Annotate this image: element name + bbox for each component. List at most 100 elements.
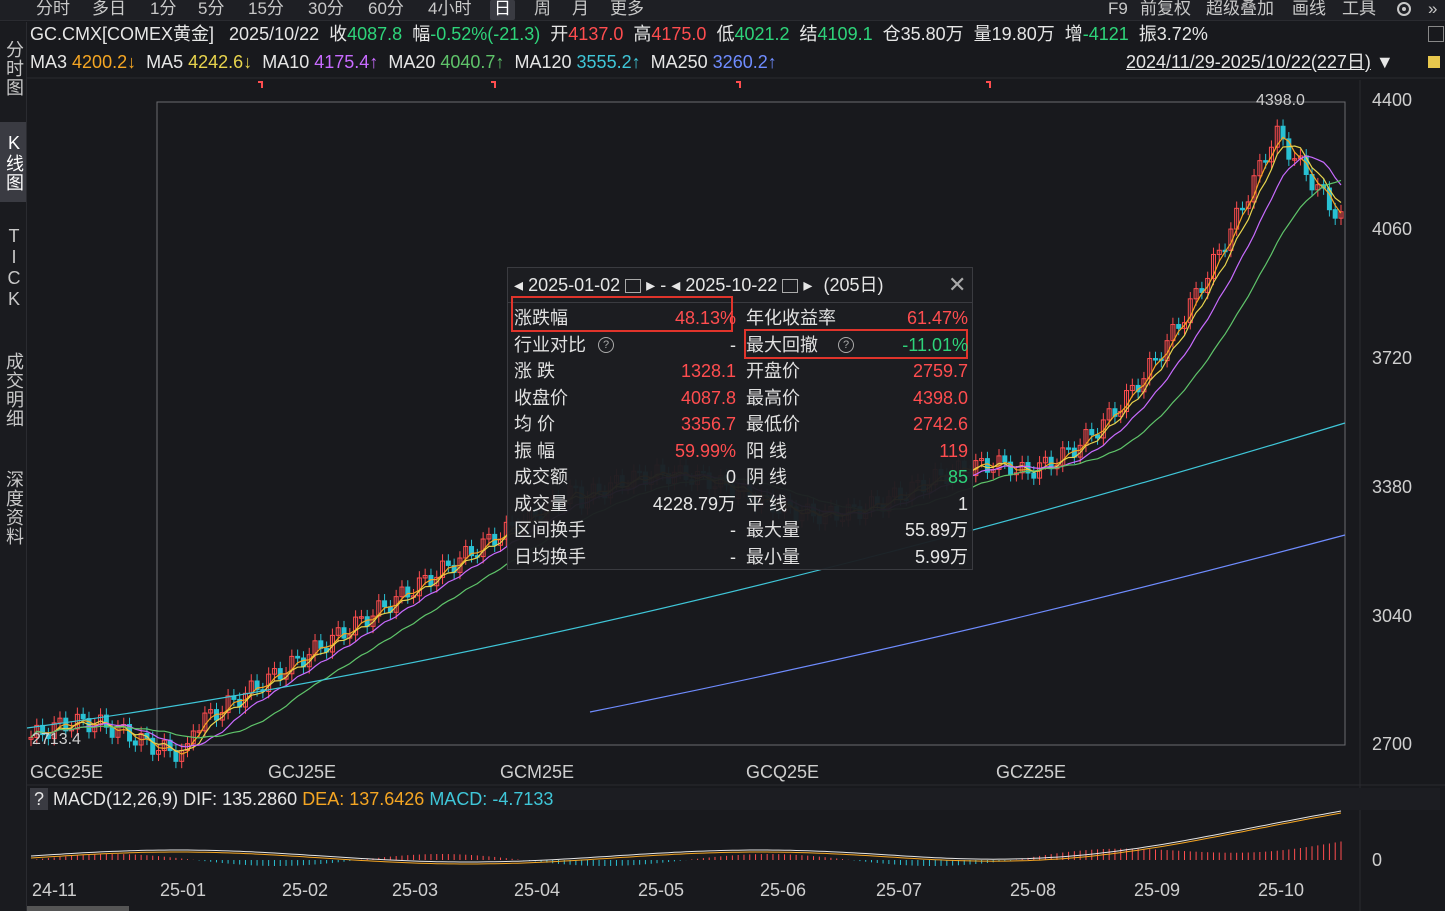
event-marker <box>258 81 263 88</box>
candle-body <box>1112 408 1118 417</box>
popup-stat-label: 振 幅 <box>514 440 556 461</box>
change-label: 幅 <box>412 24 431 44</box>
candle-body <box>1106 408 1112 421</box>
candle-body <box>1066 447 1072 450</box>
open-label: 开 <box>550 24 569 44</box>
period-tab-more[interactable]: 更多 <box>610 0 644 18</box>
candle-body <box>254 680 260 691</box>
next-end-arrow-icon[interactable]: ▸ <box>803 275 813 295</box>
candle-body <box>1042 456 1048 464</box>
candle-body <box>225 695 231 714</box>
candle-body <box>1239 207 1245 211</box>
period-tab-60min[interactable]: 60分 <box>368 0 404 18</box>
popup-stat-row: 最高价 4398.0 <box>746 385 968 411</box>
ma20-value: 4040.7↑ <box>440 52 505 72</box>
macd-value: -4.7133 <box>492 789 554 809</box>
month-label: 25-04 <box>514 880 561 900</box>
help-circle-icon[interactable]: ? <box>838 336 854 353</box>
sidebar-item-depth[interactable]: 深度资料 <box>4 470 24 546</box>
lock-icon[interactable] <box>1428 56 1440 68</box>
collapse-icon[interactable] <box>1428 26 1444 42</box>
popup-stat-value: 61.47% <box>906 308 968 328</box>
calendar-icon[interactable] <box>625 279 642 294</box>
month-label: 24-11 <box>32 880 77 900</box>
popup-stat-value: 4228.79万 <box>652 493 736 514</box>
candle-body <box>1263 160 1269 163</box>
prev-start-arrow-icon[interactable]: ◂ <box>514 275 524 295</box>
candle-body <box>1292 158 1298 161</box>
popup-stat-row: 日均换手 - <box>514 544 736 570</box>
candle-body <box>405 586 411 598</box>
oi-value: 35.80万 <box>900 24 964 44</box>
period-tab-day[interactable]: 日 <box>490 0 515 20</box>
inc-value: -4121 <box>1082 24 1129 44</box>
next-start-arrow-icon[interactable]: ▸ <box>646 275 656 295</box>
super-overlay-button[interactable]: 超级叠加 <box>1206 0 1274 18</box>
inc-label: 增 <box>1064 24 1083 44</box>
candle-body <box>1280 125 1286 140</box>
high-value: 4175.0 <box>651 24 707 44</box>
horizontal-scrollbar[interactable] <box>27 906 129 911</box>
calendar-icon[interactable] <box>782 279 799 294</box>
period-tab-5min[interactable]: 5分 <box>198 0 225 18</box>
start-date[interactable]: 2025-01-02 <box>528 275 621 295</box>
popup-stat-label: 最大回撤 <box>746 334 818 355</box>
popup-stat-row: 最大回撤? -11.01% <box>746 332 968 358</box>
price-tick-label: 4400 <box>1372 90 1413 110</box>
popup-stat-value: - <box>730 520 736 540</box>
candle-body <box>996 455 1002 470</box>
macd-label: MACD: <box>429 789 488 809</box>
gear-icon[interactable] <box>1394 0 1414 20</box>
sidebar-item-kline[interactable]: K线图 <box>0 122 26 202</box>
period-tab-30min[interactable]: 30分 <box>308 0 344 18</box>
period-tab-1min[interactable]: 1分 <box>150 0 177 18</box>
date-range-text: 2024/11/29-2025/10/22(227日) <box>1126 52 1371 72</box>
candle-body <box>445 560 451 566</box>
forward-adjust-button[interactable]: 前复权 <box>1140 0 1191 18</box>
price-tick-label: 3720 <box>1372 348 1413 368</box>
candle-body <box>1245 201 1251 209</box>
popup-stat-row: 区间换手 - <box>514 517 736 543</box>
sidebar-item-tick[interactable]: TICK <box>4 226 24 310</box>
candle-body <box>353 616 359 636</box>
candle-body <box>80 713 86 720</box>
popup-stat-value: 1328.1 <box>680 361 736 381</box>
ma120-label: MA120 <box>514 52 572 72</box>
popup-stat-value: 4398.0 <box>912 387 968 408</box>
popup-stat-label: 日均换手 <box>514 546 586 567</box>
dea-value: 137.6426 <box>349 789 425 809</box>
popup-stat-value: - <box>730 546 736 567</box>
prev-end-arrow-icon[interactable]: ◂ <box>671 275 681 295</box>
popup-stat-value: 119 <box>939 440 968 461</box>
draw-line-button[interactable]: 画线 <box>1292 0 1326 18</box>
popup-stat-label: 年化收益率 <box>746 308 836 328</box>
sidebar-item-trade-detail[interactable]: 成交明细 <box>4 352 24 428</box>
period-tab-week[interactable]: 周 <box>534 0 551 18</box>
close-icon[interactable]: ✕ <box>948 272 967 297</box>
candle-body <box>399 586 405 598</box>
interval-stats-popup: ◂ 2025-01-02 ▸ - ◂ 2025-10-22 ▸ (205日) ✕… <box>507 267 973 570</box>
tools-button[interactable]: 工具 <box>1342 0 1376 18</box>
popup-stat-row: 涨跌幅 48.13% <box>514 305 736 331</box>
chevron-right-icon[interactable]: » <box>1428 0 1438 18</box>
help-circle-icon[interactable]: ? <box>598 336 614 353</box>
f9-button[interactable]: F9 <box>1108 0 1128 18</box>
popup-stat-row: 最低价 2742.6 <box>746 411 968 437</box>
end-date[interactable]: 2025-10-22 <box>685 275 778 295</box>
candle-body <box>219 712 225 721</box>
low-marker: 2713.4 <box>32 731 81 748</box>
period-tab-month[interactable]: 月 <box>572 0 589 18</box>
popup-stat-label: 均 价 <box>514 414 556 434</box>
candle-body <box>1193 288 1199 300</box>
period-tab-4hour[interactable]: 4小时 <box>428 0 472 18</box>
period-tab-multiday[interactable]: 多日 <box>92 0 126 18</box>
popup-stat-label: 最低价 <box>746 414 800 434</box>
popup-stat-row: 涨 跌 1328.1 <box>514 358 736 384</box>
date-range-selector[interactable]: 2024/11/29-2025/10/22(227日) ▼ <box>1126 51 1394 73</box>
sidebar-item-timeshare[interactable]: 分时图 <box>4 39 24 97</box>
candle-body <box>271 668 277 675</box>
candle-body <box>295 655 301 659</box>
help-icon[interactable]: ? <box>30 788 48 810</box>
period-tab-15min[interactable]: 15分 <box>248 0 284 18</box>
period-tab-timeshare[interactable]: 分时 <box>36 0 70 18</box>
